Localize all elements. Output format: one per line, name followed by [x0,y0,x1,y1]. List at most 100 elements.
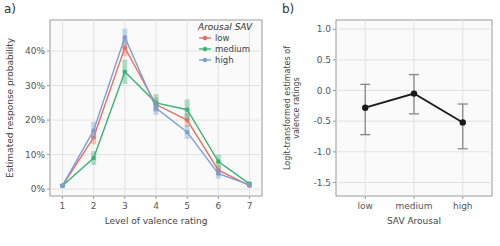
series-line [62,48,249,186]
x-tick-label: high [453,201,473,211]
legend-label: low [215,33,230,43]
y-tick-label: 10% [25,150,45,160]
data-point [154,106,158,110]
error-bar [60,184,65,187]
data-point [216,159,220,163]
error-bar [60,184,65,187]
x-tick-label: 7 [247,201,253,211]
tick-mark [156,196,157,199]
tick-mark [333,59,336,60]
grid-line [414,20,415,196]
x-tick-label: 4 [153,201,159,211]
tick-mark [249,196,250,199]
series-line [62,37,249,185]
tick-mark [47,85,50,86]
tick-mark [414,196,415,199]
y-tick-label: 0.5 [317,55,331,65]
tick-mark [333,121,336,122]
tick-mark [187,196,188,199]
x-tick-label: 3 [122,201,128,211]
x-axis-label: Level of valence rating [105,216,208,226]
x-axis-label: SAV Arousal [387,216,441,226]
x-tick-label: 2 [91,201,97,211]
grid-line [93,20,94,196]
data-point [91,128,95,132]
plot-frame [336,20,492,196]
error-cap [458,148,468,149]
y-axis-label-line: valence ratings [292,77,301,139]
y-tick-label: -1.5 [313,178,331,188]
data-point [60,183,64,187]
y-tick-label: 20% [25,115,45,125]
data-point [247,183,251,187]
data-point [123,70,127,74]
plot-area [60,29,251,188]
x-tick-label: low [358,201,373,211]
data-point [247,183,251,187]
y-tick-label: 0% [31,184,46,194]
tick-mark [333,90,336,91]
tick-mark [365,196,366,199]
error-bar [247,183,252,186]
error-bar [216,155,221,169]
data-point [216,171,220,175]
data-point [60,183,64,187]
y-axis-label-line: Logit-transformed estimates of [283,46,292,170]
error-bar [216,168,221,178]
tick-mark [47,120,50,121]
tick-mark [93,196,94,199]
y-tick-label: -0.5 [313,116,331,126]
error-cap [458,103,468,104]
x-tick-label: medium [396,201,433,211]
tick-mark [124,196,125,199]
x-tick-label: 6 [215,201,221,211]
legend-label: high [215,55,234,65]
data-point [123,45,127,49]
tick-mark [47,51,50,52]
error-bar [122,60,127,84]
plot-area [360,75,468,149]
y-tick-label: 40% [25,46,45,56]
y-axis-label-line: Estimated response probability [5,37,15,178]
tick-mark [462,196,463,199]
error-cap [360,134,370,135]
legend-label: medium [215,44,250,54]
legend-swatch-marker [203,58,207,62]
tick-mark [333,182,336,183]
series-line [62,72,249,186]
x-tick-label: 1 [60,201,66,211]
tick-mark [333,151,336,152]
legend-swatch-marker [203,36,207,40]
panel-label: a) [4,2,16,16]
y-tick-label: 0.0 [317,86,332,96]
data-point [460,119,466,125]
grid-line [462,20,463,196]
error-cap [409,113,419,114]
error-cap [360,84,370,85]
tick-mark [47,154,50,155]
error-bar [60,184,65,187]
data-point [91,156,95,160]
data-point [362,104,368,110]
panel: 0% 10% 20% 30% 40% 1 2 3 4 5 6 7 Level of valence ra… [4,2,262,226]
chart: 0% 10% 20% 30% 40% 1 2 3 4 5 6 7 Level of valence ra… [0,0,500,246]
error-bar [462,104,463,149]
data-point [185,108,189,112]
x-tick-label: 5 [184,201,190,211]
y-tick-label: 1.0 [317,24,332,34]
legend-title: Arousal SAV [197,22,253,32]
panel-label: b) [282,2,294,16]
series-line [365,94,463,123]
data-point [60,183,64,187]
tick-mark [218,196,219,199]
data-point [411,90,417,96]
legend-swatch-marker [203,47,207,51]
error-bar [185,99,190,120]
tick-mark [47,189,50,190]
y-tick-label: 30% [25,81,45,91]
data-point [185,130,189,134]
error-bar [185,125,190,139]
error-cap [409,74,419,75]
y-tick-label: -1.0 [313,147,331,157]
tick-mark [333,29,336,30]
